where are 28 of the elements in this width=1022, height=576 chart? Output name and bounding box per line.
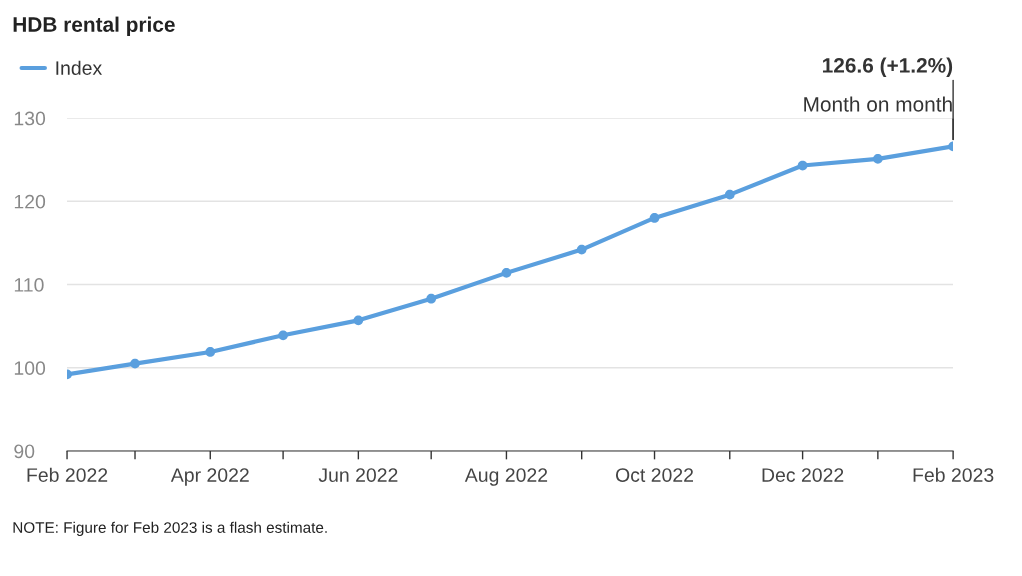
point <box>576 244 587 255</box>
annotation: 126.6 (+1.2%) <box>822 57 953 77</box>
point <box>130 358 140 369</box>
point <box>797 160 808 171</box>
point <box>205 347 216 357</box>
y-tick-label: 120 <box>14 194 46 209</box>
legend-label: Index <box>56 60 102 75</box>
x-tick-label: Apr 2022 <box>170 468 249 486</box>
chart-title: HDB rental price <box>13 16 175 36</box>
x-tick-label: Dec 2022 <box>762 468 844 482</box>
y-tick-label: 100 <box>14 361 46 376</box>
point <box>501 268 512 278</box>
point <box>649 213 660 223</box>
point <box>873 154 883 164</box>
x-tick-label: Oct 2022 <box>615 468 693 482</box>
x-tick-label: Feb 2023 <box>913 467 994 482</box>
x-tick-label: Jun 2022 <box>318 468 398 482</box>
point <box>278 330 288 341</box>
point <box>426 293 437 304</box>
y-tick-label: 110 <box>14 278 44 292</box>
point <box>353 315 364 326</box>
x-tick-label: Aug 2022 <box>464 468 548 486</box>
point <box>724 189 735 200</box>
text: NOTE: Figure for Feb 2023 is a flash estimate. <box>13 521 327 536</box>
x-tick-label: Feb 2022 <box>27 467 108 482</box>
y-tick-label: 130 <box>14 111 46 126</box>
y-tick-label: 90 <box>14 444 35 459</box>
annotation: Month on month <box>804 96 952 112</box>
